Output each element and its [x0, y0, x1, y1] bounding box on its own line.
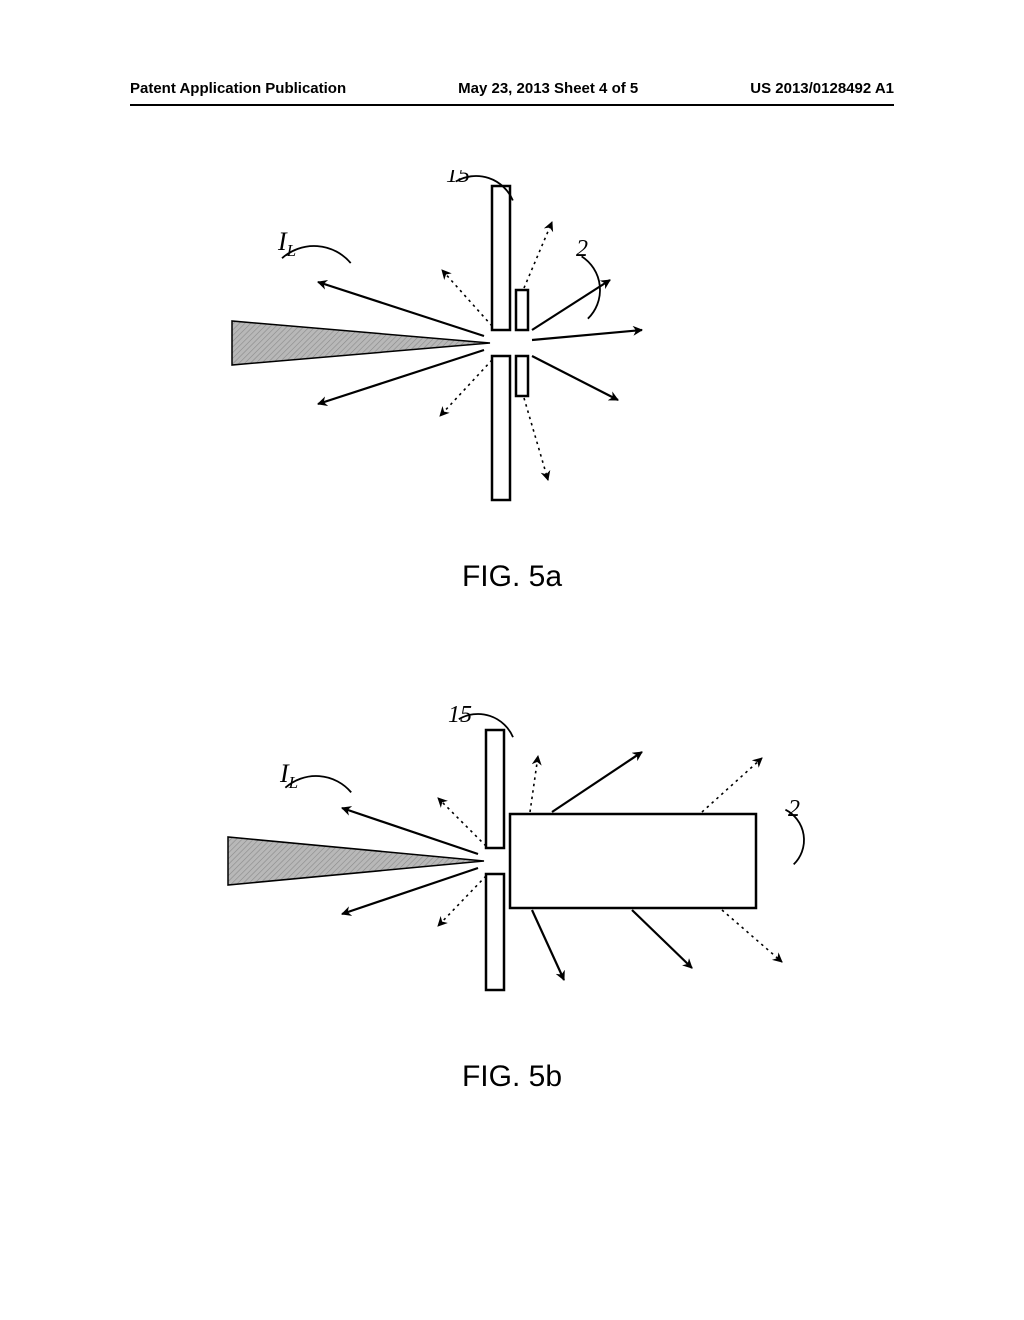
header-left: Patent Application Publication: [130, 80, 346, 97]
ref-label-2: 2: [788, 796, 800, 822]
phosphor-top: [516, 290, 528, 330]
emission-arrow-dotted: [438, 798, 486, 846]
phosphor-bottom: [516, 356, 528, 396]
emission-arrow-dotted: [524, 398, 548, 480]
plate-bottom: [492, 356, 510, 500]
emission-arrow: [342, 868, 478, 914]
header-center: May 23, 2013 Sheet 4 of 5: [458, 80, 638, 97]
figure-5b: 15 2 IL FIG. 5b: [0, 700, 1024, 1140]
ref-label-2: 2: [576, 236, 588, 262]
figure-5a-label: FIG. 5a: [0, 560, 1024, 594]
emission-arrow: [632, 910, 692, 968]
emission-arrow: [532, 280, 610, 330]
phosphor-rod: [510, 814, 756, 908]
ref-label-15: 15: [448, 702, 472, 728]
figure-5b-svg: 15 2 IL: [0, 700, 1024, 1030]
page-header: Patent Application Publication May 23, 2…: [130, 80, 894, 97]
ref-label-il: IL: [279, 759, 298, 792]
emission-arrow: [318, 282, 484, 336]
emission-arrow-dotted: [722, 910, 782, 962]
plate-bottom: [486, 874, 504, 990]
emission-arrow-dotted: [530, 756, 538, 812]
emission-arrow-dotted: [440, 360, 492, 416]
ref-label-il: IL: [277, 227, 296, 260]
emission-arrow: [318, 350, 484, 404]
figure-5a-svg: 15 2 IL: [0, 170, 1024, 530]
figure-5b-label: FIG. 5b: [0, 1060, 1024, 1094]
plate-top: [486, 730, 504, 848]
emission-arrow-dotted: [438, 876, 486, 926]
emission-arrow: [342, 808, 478, 854]
laser-beam: [232, 321, 490, 365]
emission-arrow-dotted: [702, 758, 762, 812]
ref-label-15: 15: [446, 170, 470, 188]
header-rule: [130, 104, 894, 106]
emission-arrow: [532, 910, 564, 980]
emission-arrow-dotted: [524, 222, 552, 288]
header-right: US 2013/0128492 A1: [750, 80, 894, 97]
emission-arrow-dotted: [442, 270, 492, 326]
emission-arrow: [532, 356, 618, 400]
emission-arrow: [552, 752, 642, 812]
plate-top: [492, 186, 510, 330]
figure-5a: 15 2 IL FIG. 5a: [0, 170, 1024, 610]
emission-arrow: [532, 330, 642, 340]
